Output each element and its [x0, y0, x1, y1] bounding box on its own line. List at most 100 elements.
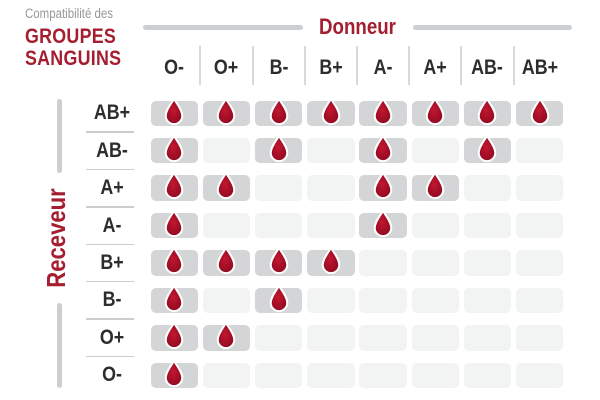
blood-drop-icon	[321, 246, 341, 275]
cell-AB--O+	[202, 137, 251, 164]
cell-A--B-	[254, 212, 303, 239]
column-header-AB-: AB-	[471, 56, 504, 79]
column-separator	[303, 46, 306, 85]
cell-AB+-B-	[254, 97, 303, 126]
cell-B--A-	[359, 287, 407, 314]
cell-A--O+	[202, 212, 251, 239]
cell-AB+-B+	[307, 97, 355, 126]
row-separator	[86, 168, 134, 171]
cell-AB--B+	[307, 137, 355, 164]
row-header-B+: B+	[100, 250, 124, 274]
blood-drop-icon	[164, 359, 184, 387]
blood-drop-icon	[217, 246, 236, 275]
cell-A+-O-	[150, 172, 198, 201]
title-sanguins: SANGUINS	[25, 47, 122, 70]
column-separator	[460, 46, 463, 85]
column-separator	[355, 46, 358, 85]
donor-axis-right-rule	[413, 25, 572, 30]
blood-drop-icon	[217, 172, 236, 200]
blood-drop-icon	[164, 209, 184, 237]
cell-AB+-O+	[202, 97, 251, 126]
cell-O--A+	[411, 362, 459, 388]
row-header-A-: A-	[102, 213, 122, 237]
column-separator	[408, 46, 411, 85]
donor-axis-left-rule	[143, 25, 303, 30]
cell-A+-B+	[307, 175, 355, 201]
blood-drop-icon	[478, 97, 497, 125]
cell-O+-A+	[411, 325, 459, 351]
blood-drop-icon	[217, 321, 236, 350]
cell-O+-B+	[307, 325, 355, 351]
cell-B--AB+	[515, 287, 564, 314]
title-kicker: Compatibilité des	[25, 6, 114, 21]
cell-O+-O+	[202, 321, 251, 351]
row-header-A+: A+	[100, 176, 124, 200]
cell-B+-A-	[359, 250, 407, 276]
blood-drop-icon	[217, 97, 236, 125]
blood-drop-icon	[269, 97, 288, 125]
cell-AB+-AB+	[515, 97, 564, 126]
blood-drop-icon	[478, 134, 497, 162]
cell-AB--A-	[359, 134, 407, 164]
cell-A+-O+	[202, 172, 251, 201]
cell-B--B+	[307, 287, 355, 314]
blood-drop-icon	[373, 97, 393, 125]
blood-drop-icon	[164, 134, 184, 162]
recipient-axis-bottom-rule	[57, 303, 62, 388]
recipient-axis-label: Receveur	[41, 188, 71, 288]
column-header-A-: A-	[373, 56, 393, 79]
cell-O+-B-	[254, 325, 303, 351]
row-separator	[86, 243, 134, 245]
row-header-B-: B-	[102, 288, 122, 312]
column-separator	[512, 46, 515, 85]
cell-A--B+	[307, 212, 355, 239]
cell-AB--AB-	[463, 134, 512, 164]
cell-A--A+	[411, 212, 459, 239]
blood-drop-icon	[373, 172, 393, 200]
blood-drop-icon	[530, 97, 549, 125]
cell-O--A-	[359, 362, 407, 388]
cell-B+-O+	[202, 246, 251, 276]
cell-A+-AB+	[515, 175, 564, 201]
cell-B--AB-	[463, 287, 512, 314]
blood-drop-icon	[164, 246, 184, 275]
cell-B+-AB-	[463, 250, 512, 276]
row-separator	[86, 318, 134, 320]
cell-O--B+	[307, 362, 355, 388]
column-header-O+: O+	[214, 56, 239, 79]
cell-O+-AB+	[515, 325, 564, 351]
row-header-AB-: AB-	[96, 138, 128, 162]
cell-AB--O-	[150, 134, 198, 164]
cell-A+-B-	[254, 175, 303, 201]
cell-AB+-O-	[150, 97, 198, 126]
blood-drop-icon	[269, 134, 288, 162]
column-header-B-: B-	[269, 56, 289, 79]
column-separator	[199, 46, 202, 85]
cell-A--A-	[359, 209, 407, 239]
blood-drop-icon	[164, 172, 184, 200]
cell-O+-AB-	[463, 325, 512, 351]
cell-O--O-	[150, 359, 198, 388]
cell-B+-A+	[411, 250, 459, 276]
blood-drop-icon	[321, 97, 341, 125]
blood-drop-icon	[164, 97, 184, 125]
cell-A+-A-	[359, 172, 407, 201]
column-header-O-: O-	[164, 56, 185, 79]
cell-A+-AB-	[463, 175, 512, 201]
cell-AB+-A-	[359, 97, 407, 126]
column-separator	[251, 46, 254, 85]
row-separator	[86, 355, 134, 358]
cell-B+-B+	[307, 246, 355, 276]
row-separator	[86, 131, 134, 133]
column-header-AB+: AB+	[521, 56, 558, 79]
cell-AB+-A+	[411, 97, 459, 126]
blood-drop-icon	[164, 321, 184, 350]
blood-drop-icon	[269, 284, 288, 312]
cell-O--AB+	[515, 362, 564, 388]
cell-AB+-AB-	[463, 97, 512, 126]
cell-O--AB-	[463, 362, 512, 388]
row-separator	[86, 206, 134, 208]
recipient-axis-top-rule	[57, 99, 62, 173]
cell-O+-A-	[359, 325, 407, 351]
